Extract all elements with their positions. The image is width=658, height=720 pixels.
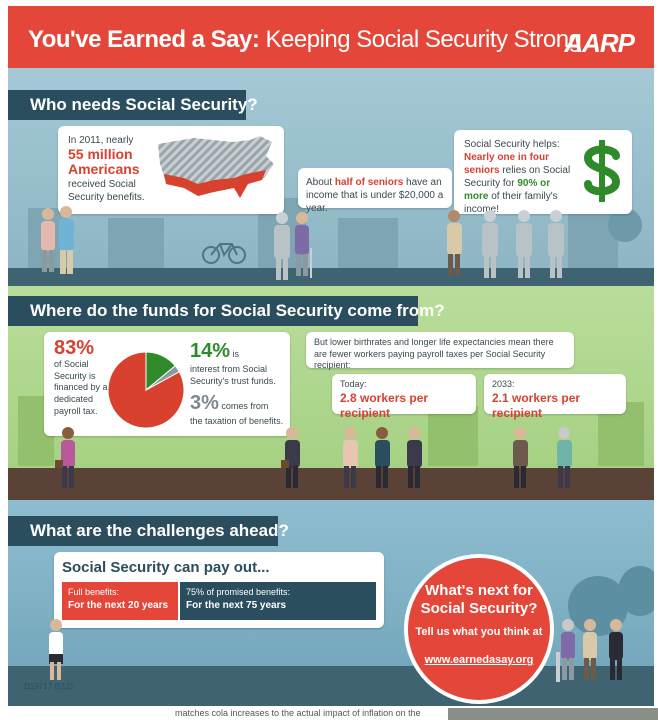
full-benefits-bar: Full benefits: For the next 20 years [62, 582, 178, 620]
workers-2033-card: 2033: 2.1 workers per recipient [484, 374, 626, 420]
pie-slice-payroll-tax [107, 351, 185, 429]
full-benefits-value: For the next 20 years [68, 599, 169, 611]
stat-highlight: 90% or more [464, 178, 551, 202]
stat-highlight: 55 million Americans [68, 146, 140, 178]
section-heading: Who needs Social Security? [8, 90, 258, 120]
pie-tax-text: the taxation of benefits. [190, 416, 284, 426]
building [338, 218, 398, 268]
cta-question: What's next for Social Security? [420, 582, 538, 617]
stat-detail: received Social Security benefits. [68, 178, 145, 203]
senior-couple-illustration [274, 212, 312, 280]
worker-illustration [281, 427, 300, 488]
stat-text: relies on Social Security for [464, 165, 571, 189]
stat-text: have an income that is under $20,000 a y… [306, 177, 444, 214]
stat-highlight: Nearly one in four seniors [464, 152, 550, 176]
pie-payroll-value: 83% [54, 337, 95, 359]
title-bold: You've Earned a Say: [28, 26, 260, 53]
section-challenges: What are the challenges ahead? Social Se… [8, 500, 654, 706]
workers-intro-card: But lower birthrates and longer life exp… [306, 332, 574, 370]
cta-subtext: Tell us what you think at [415, 626, 543, 638]
senior-couple-illustration [41, 206, 74, 274]
page-bottom-strip: matches cola increases to the actual imp… [0, 706, 658, 720]
pie-interest-text: interest from Social Security's trust fu… [190, 364, 276, 386]
cta-url-link[interactable]: www.earnedasay.org [424, 654, 534, 666]
bicycle-icon [202, 243, 246, 264]
senior-family-illustration [556, 619, 623, 682]
funding-pie-card: 83% of Social Security is financed by a … [44, 332, 290, 436]
today-value: 2.8 workers per recipient [340, 390, 429, 421]
aarp-logo[interactable]: AARP [564, 28, 635, 58]
partial-benefits-bar: 75% of promised benefits: For the next 7… [180, 582, 376, 620]
stat-intro: Social Security helps: [464, 139, 560, 150]
building [108, 218, 164, 268]
workers-today-card: Today: 2.8 workers per recipient [332, 374, 476, 420]
photo-thumbnail [448, 708, 658, 720]
stat-text: About [306, 177, 335, 188]
document-code: D19717 (512) [24, 682, 73, 691]
partial-benefits-value: For the next 75 years [186, 599, 287, 611]
future-label: 2033: [492, 379, 515, 389]
today-label: Today: [340, 379, 367, 389]
ground-strip [8, 666, 654, 706]
future-value: 2.1 workers per recipient [492, 390, 581, 421]
funding-pie-chart [107, 351, 185, 429]
woman-illustration [49, 619, 63, 680]
section-heading: Where do the funds for Social Security c… [8, 296, 445, 326]
senior-group-illustration [447, 210, 564, 278]
workers-group-2033 [513, 427, 572, 488]
pie-tax-suffix: comes from [221, 401, 269, 411]
full-benefits-label: Full benefits: [68, 587, 120, 597]
ground-strip [8, 468, 654, 500]
section-who-needs: Who needs Social Security? In 2011, near… [8, 68, 654, 286]
pie-tax-value: 3% [190, 392, 219, 414]
stat-text: of their family's income! [464, 191, 558, 215]
payout-card: Social Security can pay out... Full bene… [54, 552, 384, 628]
article-text-fragment: matches cola increases to the actual imp… [175, 708, 421, 718]
tree [618, 566, 654, 616]
section-funding: Where do the funds for Social Security c… [8, 286, 654, 500]
us-map-icon [158, 136, 274, 198]
stat-card-55-million: In 2011, nearly 55 million Americans rec… [58, 126, 284, 214]
section-heading: What are the challenges ahead? [8, 516, 289, 546]
payout-title: Social Security can pay out... [62, 559, 270, 576]
pie-payroll-text: of Social Security is financed by a dedi… [54, 359, 108, 416]
stat-card-half-seniors: About half of seniors have an income tha… [298, 168, 452, 214]
pie-slice-taxation-of-benefits [145, 365, 180, 391]
page-title: You've Earned a Say: Keeping Social Secu… [28, 26, 582, 54]
title-light: Keeping Social Security Strong [265, 26, 582, 53]
woman-illustration [55, 427, 75, 488]
cta-circle[interactable]: What's next for Social Security? Tell us… [404, 554, 554, 704]
stat-intro: In 2011, nearly [68, 135, 134, 146]
partial-benefits-label: 75% of promised benefits: [186, 587, 291, 597]
pie-interest-value: 14% [190, 340, 231, 362]
stat-card-one-in-four: Social Security helps: Nearly one in fou… [454, 130, 632, 215]
workers-group-today [343, 427, 422, 488]
pie-interest-suffix: is [232, 349, 240, 359]
infographic: You've Earned a Say: Keeping Social Secu… [8, 6, 654, 706]
stat-highlight: half of seniors [334, 177, 404, 188]
header-banner: You've Earned a Say: Keeping Social Secu… [8, 6, 654, 68]
dollar-sign-icon [583, 140, 621, 202]
building [428, 406, 478, 466]
